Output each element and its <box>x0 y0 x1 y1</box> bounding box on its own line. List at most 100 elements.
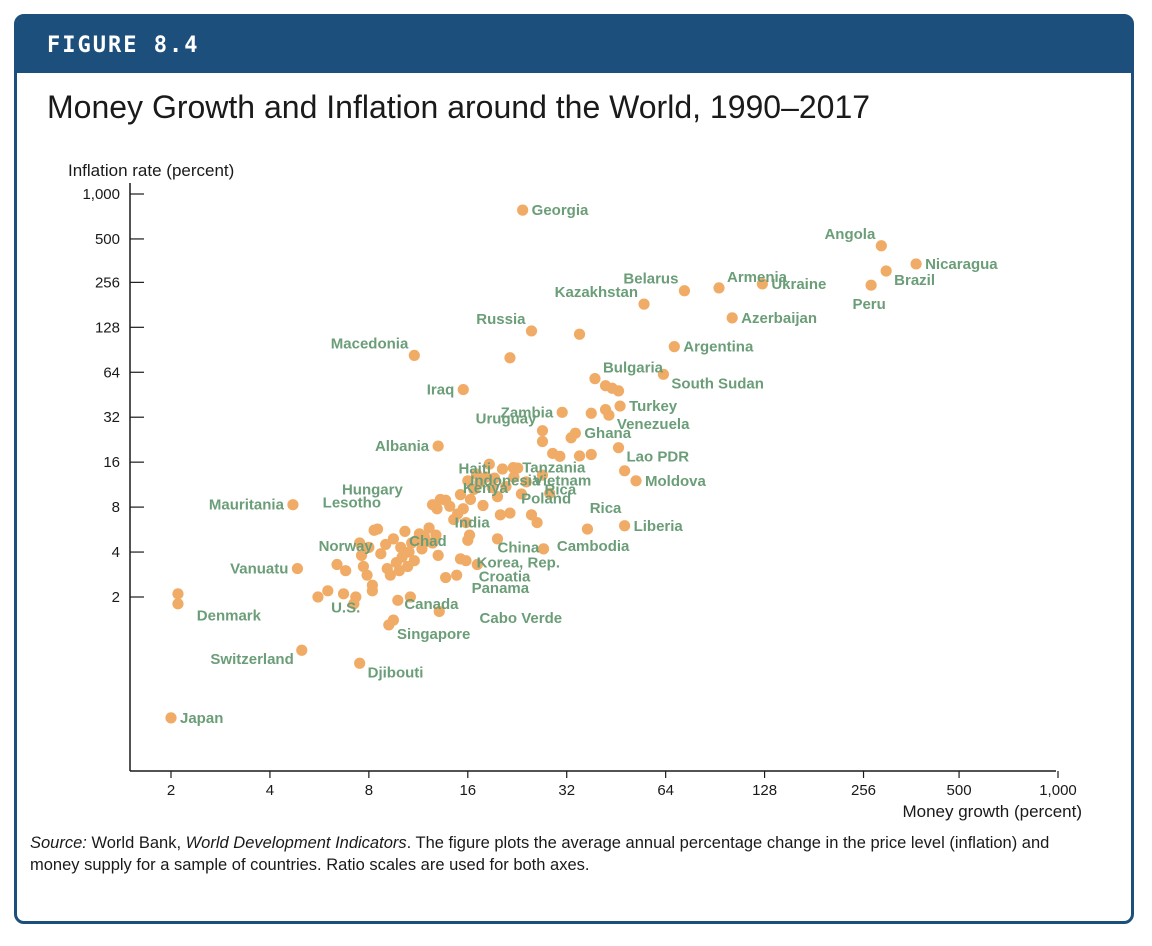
data-point <box>387 533 399 545</box>
point-label: Bulgaria <box>603 360 664 377</box>
point-label: Rica <box>590 500 622 517</box>
point-label: Mauritania <box>209 497 285 514</box>
point-label: Vanuatu <box>230 561 288 578</box>
point-label: Kenya <box>463 480 509 497</box>
data-point <box>508 471 520 483</box>
data-point <box>350 591 362 603</box>
data-point <box>612 385 625 397</box>
data-point <box>451 569 463 581</box>
y-tick-label: 4 <box>112 544 120 561</box>
data-point <box>399 525 411 538</box>
x-tick-label: 32 <box>558 782 575 799</box>
labeled-data-point <box>678 285 691 297</box>
data-point <box>554 450 566 462</box>
data-point <box>404 591 416 603</box>
data-point <box>380 538 392 551</box>
data-point <box>337 588 350 600</box>
data-point <box>536 469 549 481</box>
point-label: Brazil <box>894 272 935 289</box>
labeled-data-point <box>657 368 670 380</box>
labeled-data-point <box>612 442 625 454</box>
figure-label: FIGURE 8.4 <box>47 33 200 58</box>
x-tick-label: 8 <box>365 782 373 799</box>
x-tick-label: 1,000 <box>1039 782 1077 799</box>
y-tick-label: 32 <box>103 409 120 426</box>
data-point <box>464 493 477 506</box>
x-tick-label: 16 <box>459 782 476 799</box>
point-label: Poland <box>521 491 571 508</box>
labeled-data-point <box>287 499 299 511</box>
data-point <box>408 555 420 567</box>
labeled-data-point <box>865 279 877 291</box>
data-point <box>383 619 395 631</box>
data-point <box>454 489 467 501</box>
data-point <box>395 541 407 553</box>
labeled-data-point <box>296 644 308 656</box>
point-label: Nicaragua <box>925 256 998 273</box>
figure-caption: Source: World Bank, World Development In… <box>30 832 1070 876</box>
data-point <box>477 499 489 512</box>
labeled-data-point <box>713 282 725 294</box>
point-label: Armenia <box>727 269 788 286</box>
point-label: Japan <box>180 710 223 727</box>
data-point <box>430 529 442 541</box>
point-label: Belarus <box>623 271 678 288</box>
labeled-data-point <box>668 341 680 353</box>
x-tick-label: 256 <box>851 782 876 799</box>
labeled-data-point <box>875 240 887 252</box>
point-label: U.S. <box>331 600 360 617</box>
data-point <box>393 565 405 577</box>
labeled-data-point <box>536 425 549 437</box>
y-tick-label: 64 <box>103 364 120 381</box>
data-point <box>618 465 631 477</box>
data-point <box>531 516 543 529</box>
point-label: Lao PDR <box>627 449 690 466</box>
point-label: Albania <box>375 438 430 455</box>
point-label: China <box>498 539 540 556</box>
labeled-data-point <box>525 325 538 337</box>
y-tick-label: 256 <box>95 274 120 291</box>
point-label: Liberia <box>634 518 684 535</box>
data-point <box>431 503 443 515</box>
data-point <box>480 471 492 483</box>
data-point <box>500 480 512 493</box>
labeled-data-point <box>408 349 420 361</box>
data-point <box>491 533 504 545</box>
labeled-data-point <box>507 462 519 474</box>
labeled-data-point <box>630 475 642 487</box>
data-point <box>520 476 532 488</box>
x-tick-label: 4 <box>266 782 274 799</box>
point-label: Zambia <box>501 404 554 421</box>
data-point <box>585 448 597 461</box>
point-label: Venezuela <box>617 416 690 433</box>
labeled-data-point <box>457 383 469 396</box>
data-point <box>312 591 324 603</box>
point-label: Hungary <box>342 481 404 498</box>
data-point <box>504 352 516 364</box>
data-point <box>463 529 476 541</box>
source-text-1: World Bank, <box>86 834 186 852</box>
point-label: Azerbaijan <box>741 310 817 327</box>
figure-frame: FIGURE 8.4 Money Growth and Inflation ar… <box>14 14 1134 924</box>
data-point <box>432 549 444 561</box>
x-tick-label: 500 <box>947 782 972 799</box>
data-point <box>366 585 378 597</box>
labeled-data-point <box>910 258 922 270</box>
data-point <box>457 503 469 515</box>
labeled-data-point <box>354 657 366 669</box>
figure-header-bar: FIGURE 8.4 <box>17 17 1131 73</box>
data-point <box>440 571 452 584</box>
point-label: Cambodia <box>557 538 630 555</box>
x-tick-label: 2 <box>167 782 175 799</box>
data-point <box>573 328 586 340</box>
data-point <box>371 523 384 535</box>
source-label: Source: <box>30 834 87 852</box>
data-point <box>462 475 474 487</box>
data-point <box>494 509 506 521</box>
data-point <box>573 450 586 462</box>
y-axis-label: Inflation rate (percent) <box>68 161 234 180</box>
point-label: Korea, Rep. <box>477 555 560 572</box>
data-point <box>581 523 594 535</box>
data-point <box>483 458 495 470</box>
